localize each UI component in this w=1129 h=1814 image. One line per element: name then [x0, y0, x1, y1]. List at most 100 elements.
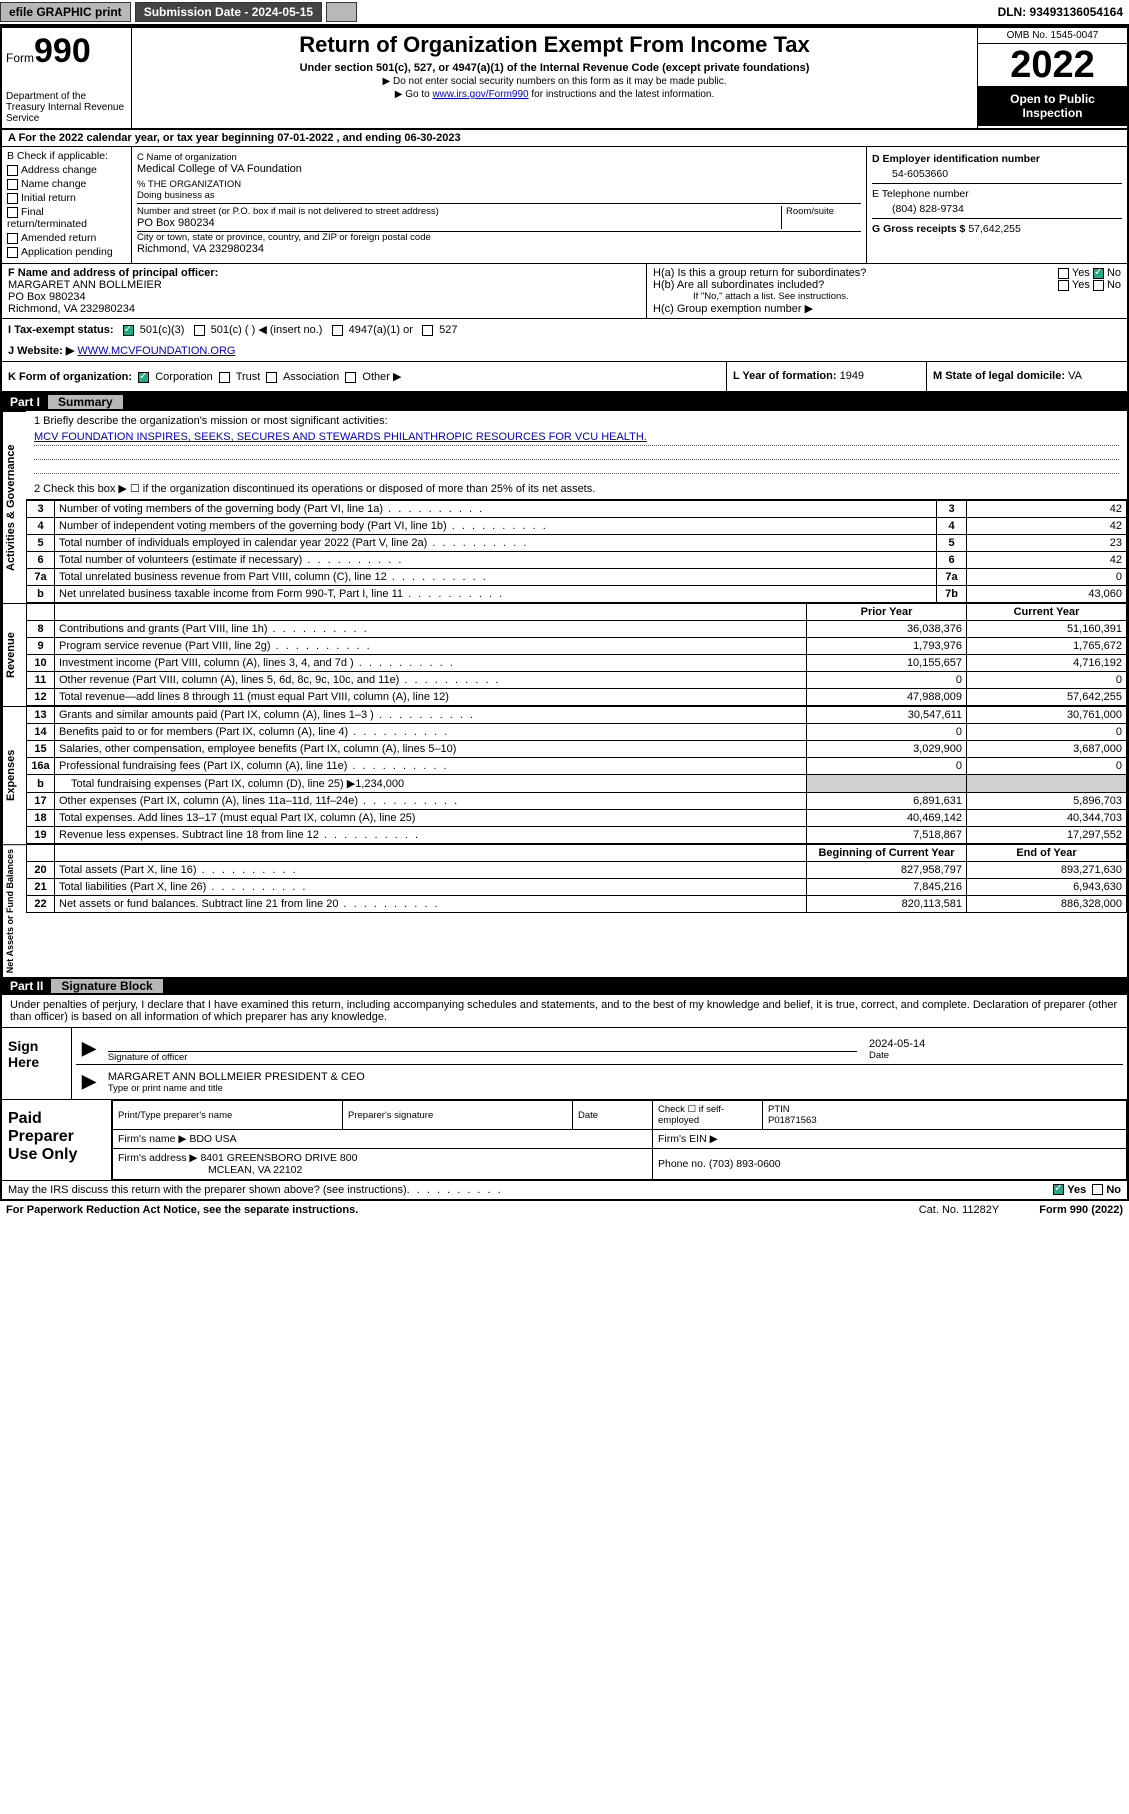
ha-yes[interactable]: Yes	[1072, 267, 1090, 279]
ssn-note: ▶ Do not enter social security numbers o…	[138, 76, 971, 87]
e-tel: (804) 828-9734	[872, 203, 1122, 215]
firm-ein-l: Firm's EIN ▶	[653, 1130, 1127, 1149]
section-deg: D Employer identification number 54-6053…	[867, 147, 1127, 263]
firm-addr-l: Firm's address ▶	[118, 1152, 198, 1164]
c-dba-label: Doing business as	[137, 190, 861, 201]
discuss-no[interactable]: No	[1106, 1184, 1121, 1196]
page-footer: For Paperwork Reduction Act Notice, see …	[0, 1201, 1129, 1219]
firm-name: BDO USA	[189, 1133, 236, 1145]
col-end: End of Year	[967, 845, 1127, 862]
form-container: Form990 Department of the Treasury Inter…	[0, 26, 1129, 1201]
g-gross-label: G Gross receipts $	[872, 223, 965, 235]
table-row: 13Grants and similar amounts paid (Part …	[27, 707, 1127, 724]
section-f: F Name and address of principal officer:…	[2, 264, 647, 318]
discuss-row: May the IRS discuss this return with the…	[2, 1180, 1127, 1199]
firm-name-l: Firm's name ▶	[118, 1133, 186, 1145]
k-corp-checkbox[interactable]	[138, 372, 149, 383]
k-trust[interactable]: Trust	[236, 371, 261, 383]
form-number-cell: Form990 Department of the Treasury Inter…	[2, 28, 132, 128]
pt-ptin: P01871563	[768, 1115, 817, 1126]
discuss-yes-checkbox[interactable]	[1053, 1184, 1064, 1195]
hb-yes[interactable]: Yes	[1072, 279, 1090, 291]
section-b-title: B Check if applicable:	[7, 150, 126, 162]
col-prior: Prior Year	[807, 604, 967, 621]
efile-button[interactable]: efile GRAPHIC print	[0, 2, 131, 22]
sig-officer-label: Signature of officer	[108, 1052, 857, 1063]
firm-phone: (703) 893-0600	[709, 1158, 781, 1170]
discuss-yes: Yes	[1067, 1184, 1086, 1196]
dln-text: DLN: 93493136054164	[998, 5, 1129, 19]
section-c: C Name of organization Medical College o…	[132, 147, 867, 263]
title-cell: Return of Organization Exempt From Incom…	[132, 28, 977, 128]
table-row: 17Other expenses (Part IX, column (A), l…	[27, 793, 1127, 810]
cb-final-return[interactable]: Final return/terminated	[7, 206, 126, 230]
rev-table: Prior YearCurrent Year 8Contributions an…	[26, 603, 1127, 706]
row-i: I Tax-exempt status: 501(c)(3) 501(c) ( …	[2, 319, 1127, 340]
row-a-text: A For the 2022 calendar year, or tax yea…	[8, 132, 461, 144]
pt-check[interactable]: Check ☐ if self-employed	[653, 1101, 763, 1130]
hb-no[interactable]: No	[1107, 279, 1121, 291]
i-opt-4947[interactable]: 4947(a)(1) or	[349, 324, 413, 336]
net-table: Beginning of Current YearEnd of Year 20T…	[26, 844, 1127, 913]
table-row: 20Total assets (Part X, line 16)827,958,…	[27, 862, 1127, 879]
j-label: J Website: ▶	[8, 345, 74, 357]
paid-prep-label: Paid Preparer Use Only	[2, 1100, 112, 1180]
col-current: Current Year	[967, 604, 1127, 621]
hb-note: If "No," attach a list. See instructions…	[653, 291, 1121, 302]
line1-label: 1 Briefly describe the organization's mi…	[34, 415, 1119, 427]
paperwork-notice: For Paperwork Reduction Act Notice, see …	[6, 1204, 358, 1216]
firm-city: MCLEAN, VA 22102	[118, 1164, 302, 1176]
submission-date-button[interactable]: Submission Date - 2024-05-15	[135, 2, 322, 22]
cb-amended[interactable]: Amended return	[7, 232, 126, 244]
form-word: Form	[6, 51, 34, 65]
ha-no-checkbox[interactable]	[1093, 268, 1104, 279]
table-row: 3Number of voting members of the governi…	[27, 501, 1127, 518]
g-gross: 57,642,255	[968, 223, 1021, 235]
table-row: 11Other revenue (Part VIII, column (A), …	[27, 672, 1127, 689]
k-assoc[interactable]: Association	[283, 371, 339, 383]
sig-date-label: Date	[869, 1050, 1117, 1061]
cb-initial-return[interactable]: Initial return	[7, 192, 126, 204]
gov-table: 3Number of voting members of the governi…	[26, 500, 1127, 603]
exp-table: 13Grants and similar amounts paid (Part …	[26, 706, 1127, 844]
table-row: 16aProfessional fundraising fees (Part I…	[27, 758, 1127, 775]
signature-block: Under penalties of perjury, I declare th…	[2, 995, 1127, 1199]
row-j: J Website: ▶ WWW.MCVFOUNDATION.ORG	[2, 340, 1127, 362]
c-careof: % THE ORGANIZATION	[137, 179, 861, 190]
irs-link[interactable]: www.irs.gov/Form990	[432, 89, 528, 100]
mission-row: 1 Briefly describe the organization's mi…	[26, 411, 1127, 500]
line2-text: 2 Check this box ▶ ☐ if the organization…	[34, 482, 1119, 495]
i-opt-527[interactable]: 527	[439, 324, 457, 336]
cb-name-change[interactable]: Name change	[7, 178, 126, 190]
prep-table: Print/Type preparer's name Preparer's si…	[112, 1100, 1127, 1180]
k-other[interactable]: Other ▶	[362, 371, 401, 383]
side-label-net: Net Assets or Fund Balances	[2, 844, 26, 977]
part-i-header: Part I Summary	[2, 393, 1127, 411]
m-state: VA	[1068, 370, 1082, 382]
pt-sig-h: Preparer's signature	[343, 1101, 573, 1130]
i-501c3-checkbox[interactable]	[123, 325, 134, 336]
cb-app-pending[interactable]: Application pending	[7, 246, 126, 258]
section-h: H(a) Is this a group return for subordin…	[647, 264, 1127, 318]
top-toolbar: efile GRAPHIC print Submission Date - 20…	[0, 0, 1129, 26]
table-row: 4Number of independent voting members of…	[27, 518, 1127, 535]
cb-address-change[interactable]: Address change	[7, 164, 126, 176]
j-website[interactable]: WWW.MCVFOUNDATION.ORG	[77, 345, 235, 357]
blank-button[interactable]	[326, 2, 357, 22]
side-label-exp: Expenses	[2, 706, 26, 844]
part-ii-header: Part II Signature Block	[2, 977, 1127, 995]
declaration-text: Under penalties of perjury, I declare th…	[2, 995, 1127, 1027]
hb-label: H(b) Are all subordinates included?	[653, 279, 824, 291]
f-addr2: Richmond, VA 232980234	[8, 303, 135, 315]
part-ii-num: Part II	[10, 979, 51, 993]
form-header: Form990 Department of the Treasury Inter…	[2, 28, 1127, 130]
section-fh: F Name and address of principal officer:…	[2, 264, 1127, 319]
mission-text: MCV FOUNDATION INSPIRES, SEEKS, SECURES …	[34, 429, 1119, 446]
pt-name-h: Print/Type preparer's name	[113, 1101, 343, 1130]
form-title: Return of Organization Exempt From Incom…	[138, 32, 971, 58]
i-label: I Tax-exempt status:	[8, 324, 114, 336]
arrow-icon: ▶	[76, 1065, 102, 1095]
i-opt-501c[interactable]: 501(c) ( ) ◀ (insert no.)	[211, 324, 323, 336]
c-city-label: City or town, state or province, country…	[137, 232, 861, 243]
e-tel-label: E Telephone number	[872, 188, 969, 200]
